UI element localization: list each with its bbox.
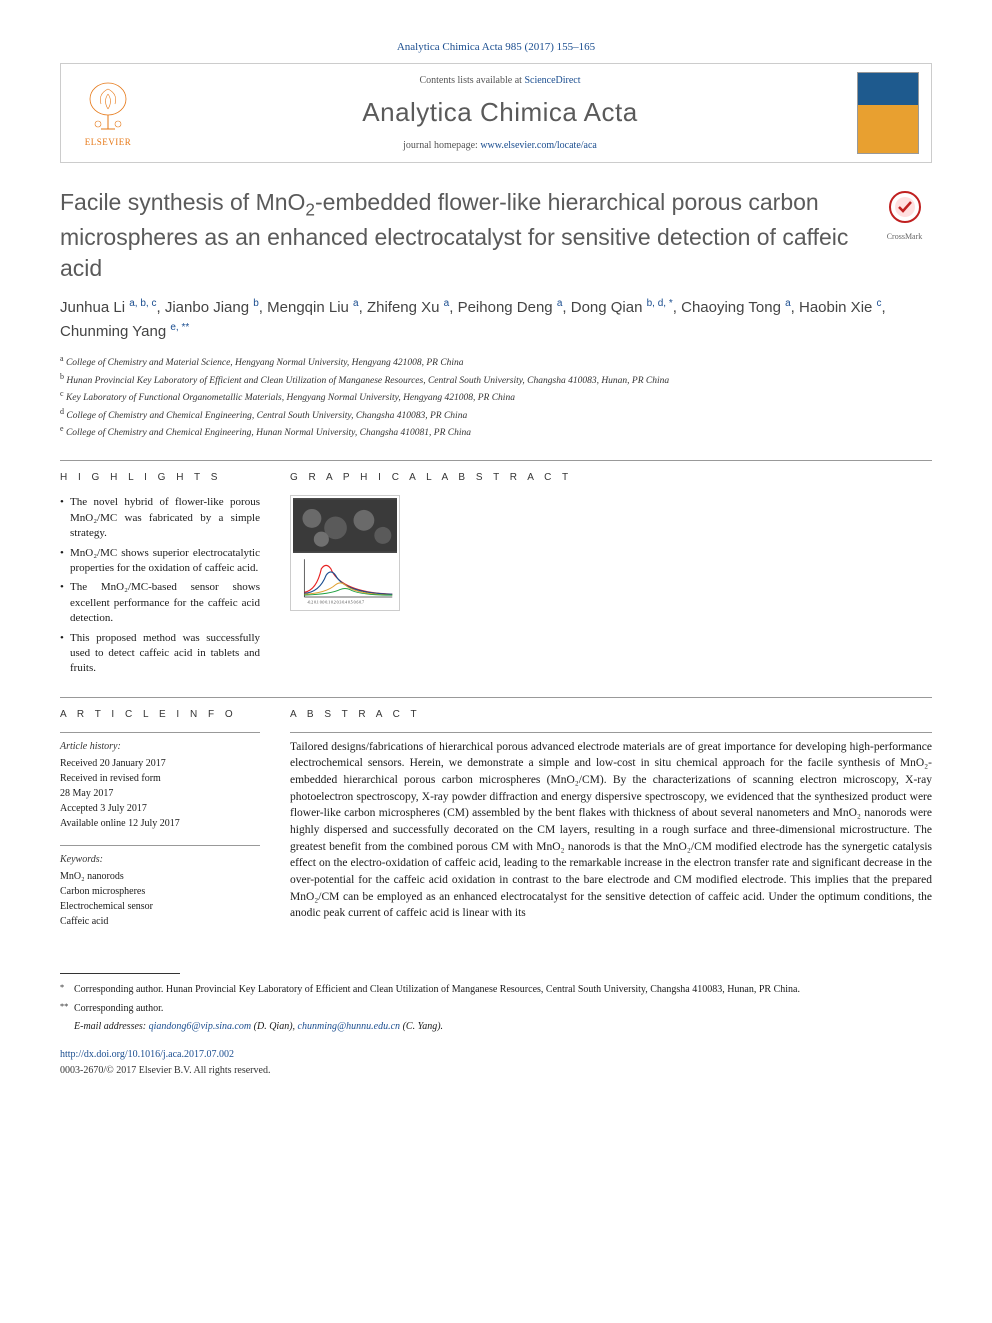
crossmark-label: CrossMark — [877, 231, 932, 242]
affiliation-line: c Key Laboratory of Functional Organomet… — [60, 388, 932, 405]
graphical-abstract-label: G R A P H I C A L A B S T R A C T — [290, 471, 932, 485]
email-who: (C. Yang) — [403, 1021, 441, 1032]
title-pre: Facile synthesis of MnO — [60, 189, 305, 215]
contents-list-line: Contents lists available at ScienceDirec… — [143, 74, 857, 88]
highlight-item: The MnO₂/MC-based sensor shows excellent… — [60, 580, 260, 626]
author-affiliation-link[interactable]: b, d, * — [647, 298, 673, 309]
author: Dong Qian b, d, * — [571, 299, 673, 316]
article-history-block: Article history: Received 20 January 201… — [60, 739, 260, 831]
abstract-divider — [290, 732, 932, 733]
keyword-item: Caffeic acid — [60, 914, 260, 929]
corresponding-author-note: **Corresponding author. — [60, 1001, 932, 1016]
article-info-label: A R T I C L E I N F O — [60, 708, 260, 722]
author: Peihong Deng a — [458, 299, 563, 316]
crossmark-badge[interactable]: CrossMark — [877, 191, 932, 241]
history-heading: Article history: — [60, 739, 260, 754]
footnote-divider — [60, 973, 180, 974]
corresponding-author-note: *Corresponding author. Hunan Provincial … — [60, 982, 932, 997]
journal-cover-thumbnail — [857, 72, 919, 154]
author: Jianbo Jiang b — [165, 299, 259, 316]
graphical-abstract-figure: -0.2 0.1 0.0 0.1 0.2 0.3 0.4 0.5 0.6 0.7 — [290, 495, 400, 611]
highlights-label: H I G H L I G H T S — [60, 471, 260, 485]
journal-name: Analytica Chimica Acta — [143, 94, 857, 130]
author-affiliation-link[interactable]: a — [353, 298, 359, 309]
author-affiliation-link[interactable]: b — [253, 298, 259, 309]
affiliation-line: e College of Chemistry and Chemical Engi… — [60, 423, 932, 440]
crossmark-icon — [889, 191, 921, 223]
authors-list: Junhua Li a, b, c, Jianbo Jiang b, Mengq… — [60, 296, 932, 343]
info-divider — [60, 845, 260, 846]
author-affiliation-link[interactable]: a — [444, 298, 450, 309]
journal-homepage-link[interactable]: www.elsevier.com/locate/aca — [480, 140, 597, 151]
author: Chaoying Tong a — [681, 299, 791, 316]
affiliation-line: b Hunan Provincial Key Laboratory of Eff… — [60, 371, 932, 388]
elsevier-tree-icon — [83, 79, 133, 134]
journal-homepage-line: journal homepage: www.elsevier.com/locat… — [143, 139, 857, 153]
corresponding-email-link[interactable]: qiandong6@vip.sina.com — [149, 1021, 252, 1032]
info-divider — [60, 732, 260, 733]
author-affiliation-link[interactable]: a — [557, 298, 563, 309]
history-line: Available online 12 July 2017 — [60, 816, 260, 831]
abstract-text: Tailored designs/fabrications of hierarc… — [290, 739, 932, 922]
contents-prefix: Contents lists available at — [419, 75, 524, 86]
keyword-item: Electrochemical sensor — [60, 899, 260, 914]
keyword-item: MnO₂ nanorods — [60, 869, 260, 884]
publisher-name: ELSEVIER — [85, 136, 132, 149]
affiliation-line: d College of Chemistry and Chemical Engi… — [60, 406, 932, 423]
corresponding-email-link[interactable]: chunming@hunnu.edu.cn — [298, 1021, 401, 1032]
email-label: E-mail addresses: — [74, 1021, 149, 1032]
elsevier-logo: ELSEVIER — [73, 73, 143, 153]
section-divider — [60, 460, 932, 461]
doi-line: http://dx.doi.org/10.1016/j.aca.2017.07.… — [60, 1048, 932, 1062]
highlight-item: This proposed method was successfully us… — [60, 631, 260, 677]
history-line: 28 May 2017 — [60, 786, 260, 801]
author: Chunming Yang e, ** — [60, 323, 189, 340]
article-title: Facile synthesis of MnO2-embedded flower… — [60, 187, 861, 284]
keywords-heading: Keywords: — [60, 852, 260, 867]
sciencedirect-link[interactable]: ScienceDirect — [524, 75, 580, 86]
masthead: ELSEVIER Contents lists available at Sci… — [60, 63, 932, 163]
highlight-item: MnO₂/MC shows superior electrocatalytic … — [60, 546, 260, 577]
doi-link[interactable]: http://dx.doi.org/10.1016/j.aca.2017.07.… — [60, 1049, 234, 1060]
author-affiliation-link[interactable]: c — [877, 298, 882, 309]
author: Haobin Xie c — [799, 299, 882, 316]
highlights-list: The novel hybrid of flower-like porous M… — [60, 495, 260, 676]
affiliations-list: a College of Chemistry and Material Scie… — [60, 353, 932, 440]
history-line: Received 20 January 2017 — [60, 756, 260, 771]
homepage-prefix: journal homepage: — [403, 140, 480, 151]
author: Junhua Li a, b, c — [60, 299, 156, 316]
graphical-sem-image — [293, 498, 397, 553]
abstract-label: A B S T R A C T — [290, 708, 932, 722]
svg-text:-0.2 0.1 0.0 0.1 0.2 0.3 0.4 0: -0.2 0.1 0.0 0.1 0.2 0.3 0.4 0.5 0.6 0.7 — [307, 601, 364, 605]
history-line: Received in revised form — [60, 771, 260, 786]
author: Zhifeng Xu a — [367, 299, 449, 316]
keyword-item: Carbon microspheres — [60, 884, 260, 899]
author-affiliation-link[interactable]: e, ** — [170, 322, 189, 333]
email-who: (D. Qian) — [254, 1021, 293, 1032]
citation-header: Analytica Chimica Acta 985 (2017) 155–16… — [60, 40, 932, 63]
author-affiliation-link[interactable]: a, b, c — [129, 298, 156, 309]
section-divider — [60, 697, 932, 698]
copyright-line: 0003-2670/© 2017 Elsevier B.V. All right… — [60, 1064, 932, 1078]
author: Mengqin Liu a — [267, 299, 358, 316]
keywords-block: Keywords: MnO₂ nanorodsCarbon microspher… — [60, 852, 260, 929]
graphical-chart: -0.2 0.1 0.0 0.1 0.2 0.3 0.4 0.5 0.6 0.7 — [293, 553, 397, 608]
affiliation-line: a College of Chemistry and Material Scie… — [60, 353, 932, 370]
history-line: Accepted 3 July 2017 — [60, 801, 260, 816]
highlight-item: The novel hybrid of flower-like porous M… — [60, 495, 260, 541]
author-affiliation-link[interactable]: a — [785, 298, 791, 309]
title-sub: 2 — [305, 200, 315, 220]
email-line: E-mail addresses: qiandong6@vip.sina.com… — [60, 1020, 932, 1034]
